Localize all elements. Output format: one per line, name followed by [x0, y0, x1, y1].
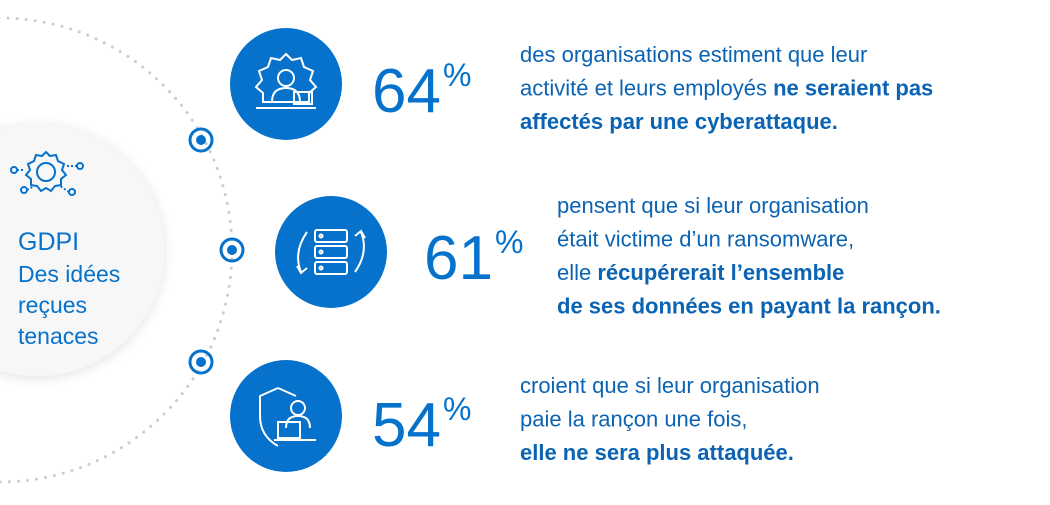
server-icon [296, 229, 366, 275]
sidebar-subtitle-line: Des idées [18, 261, 120, 287]
marker [188, 349, 214, 375]
gear-person-icon [254, 52, 318, 109]
stat-value: 61 [424, 224, 493, 293]
stat-unit: % [495, 224, 523, 260]
stats: 64% des organisations estiment que leur ac… [372, 42, 941, 465]
sidebar-title: GDPI [18, 228, 79, 256]
gear-icon [10, 150, 84, 196]
statement-line: était victime d’un ransomware, [557, 227, 854, 252]
statement-bold: récupérerait l’ensemble [597, 260, 844, 285]
statement-line: paie la rançon une fois, [520, 407, 748, 432]
statement-line: elle ne sera plus attaquée. [520, 440, 794, 465]
marker-dot [196, 357, 206, 367]
statement-bold: de ses données en payant la rançon. [557, 294, 941, 319]
sidebar-subtitle-line: reçues [18, 292, 87, 318]
statement-line: des organisations estiment que leur [520, 42, 867, 67]
statement-line: activité et leurs employés ne seraient p… [520, 76, 933, 101]
statement-text: paie la rançon une fois, [520, 407, 748, 432]
sidebar-circle [0, 124, 164, 376]
statement-line: elle récupérerait l’ensemble [557, 260, 844, 285]
icon-circle [230, 28, 342, 140]
statement-bold: affectés par une cyberattaque. [520, 109, 838, 134]
stat: 61% [424, 224, 523, 293]
shield-icon [259, 387, 316, 447]
marker-dot [196, 135, 206, 145]
statement-text: pensent que si leur organisation [557, 193, 869, 218]
statement-bold: ne seraient pas [773, 76, 933, 101]
statement-line: croient que si leur organisation [520, 373, 820, 398]
statement-bold: elle ne sera plus attaquée. [520, 440, 794, 465]
stat: 64% [372, 57, 471, 126]
marker [219, 237, 245, 263]
statement-line: affectés par une cyberattaque. [520, 109, 838, 134]
stat: 54% [372, 391, 471, 460]
sidebar-subtitle: Des idées reçues tenaces [18, 261, 120, 349]
statement-line: de ses données en payant la rançon. [557, 294, 941, 319]
stat-value: 64 [372, 57, 441, 126]
statement-text: elle [557, 260, 597, 285]
markers [188, 127, 245, 375]
icon-circle [275, 196, 387, 308]
stat-unit: % [443, 391, 471, 427]
icon-circle [230, 360, 342, 472]
statement-text: activité et leurs employés [520, 76, 773, 101]
marker-dot [227, 245, 237, 255]
statement-text: était victime d’un ransomware, [557, 227, 854, 252]
sidebar-subtitle-line: tenaces [18, 323, 99, 349]
marker [188, 127, 214, 153]
statement-text: des organisations estiment que leur [520, 42, 867, 67]
stat-unit: % [443, 57, 471, 93]
statement-line: pensent que si leur organisation [557, 193, 869, 218]
stat-value: 54 [372, 391, 441, 460]
statement-text: croient que si leur organisation [520, 373, 820, 398]
